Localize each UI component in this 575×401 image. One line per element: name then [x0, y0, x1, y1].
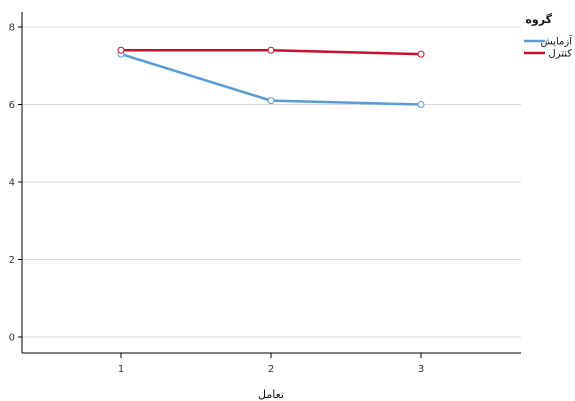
data-point-s0-1 — [267, 97, 275, 105]
y-tick-label: 2 — [9, 255, 15, 266]
data-point-s1-2 — [417, 50, 425, 58]
legend-label-1: کنترل — [548, 49, 572, 60]
x-tick-label: 2 — [268, 364, 274, 375]
gridlines — [22, 26, 521, 338]
y-tick-labels: 0 2 4 6 8 — [9, 23, 22, 344]
data-point-s1-1 — [267, 46, 275, 54]
y-tick-label: 8 — [9, 23, 15, 34]
x-tick-labels: 1 2 3 — [118, 353, 424, 375]
y-tick-label: 4 — [9, 178, 15, 189]
y-tick-label: 0 — [9, 333, 15, 344]
y-tick-label: 6 — [9, 100, 15, 111]
legend-title: گروه — [525, 13, 552, 26]
data-point-s1-0 — [117, 46, 125, 54]
series-lines — [117, 46, 425, 108]
x-tick-label: 3 — [418, 364, 424, 375]
legend-label-0: آزمایش — [540, 35, 573, 48]
x-tick-label: 1 — [118, 364, 124, 375]
x-axis-label: تعامل — [258, 388, 284, 401]
data-point-s0-2 — [417, 101, 425, 108]
